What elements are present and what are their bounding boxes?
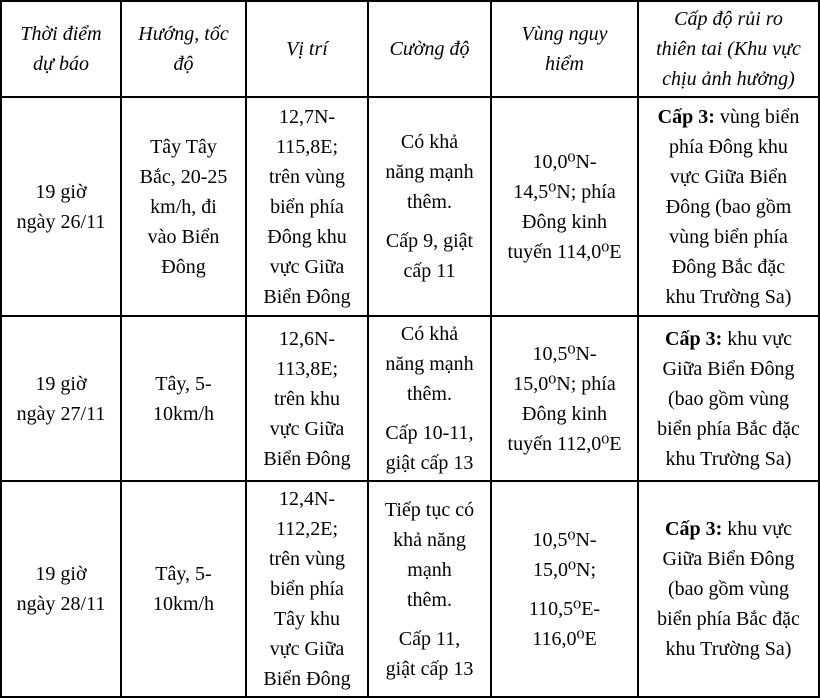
cell-intensity: Có khả năng mạnh thêm. Cấp 9, giật cấp 1… — [367, 96, 492, 317]
header-text: Hướng, tốc độ — [138, 23, 229, 75]
cell-danger-zone: 10,0⁰N- 14,5⁰N; phía Đông kinh tuyến 114… — [490, 96, 639, 317]
cell-forecast-time: 19 giờ ngày 27/11 — [0, 315, 122, 482]
risk-level-detail: khu vực Giữa Biển Đông (bao gồm vùng biể… — [657, 518, 800, 660]
cell-position: 12,6N- 113,8E; trên khu vực Giữa Biển Đô… — [245, 315, 369, 482]
intensity-level-text: Cấp 11, giật cấp 13 — [385, 627, 474, 680]
danger-zone-lon-text: 110,5⁰E- 116,0⁰E — [528, 597, 601, 650]
cell-direction-speed: Tây, 5- 10km/h — [120, 480, 247, 698]
position-text: 12,4N- 112,2E; trên vùng biển phía Tây k… — [263, 488, 351, 690]
intensity-level-text: Cấp 9, giật cấp 11 — [385, 230, 474, 282]
cell-direction-speed: Tây, 5- 10km/h — [120, 315, 247, 482]
direction-speed-text: Tây, 5- 10km/h — [152, 563, 215, 615]
col-header-intensity: Cường độ — [367, 0, 492, 98]
cell-forecast-time: 19 giờ ngày 26/11 — [0, 96, 122, 317]
direction-speed-text: Tây Tây Bắc, 20-25 km/h, đi vào Biển Đôn… — [139, 135, 228, 278]
risk-level-text: Cấp 3: khu vực Giữa Biển Đông (bao gồm v… — [645, 324, 812, 474]
intensity-trend-text: Tiếp tục có khả năng mạnh thêm. — [384, 498, 475, 611]
header-text: Vùng nguy hiểm — [521, 23, 608, 75]
risk-level-text: Cấp 3: vùng biển phía Đông khu vực Giữa … — [645, 102, 812, 312]
cell-position: 12,7N- 115,8E; trên vùng biển phía Đông … — [245, 96, 369, 317]
cell-intensity: Tiếp tục có khả năng mạnh thêm. Cấp 11, … — [367, 480, 492, 698]
risk-level-detail: khu vực Giữa Biển Đông (bao gồm vùng biể… — [657, 327, 800, 470]
col-header-forecast-time: Thời điểm dự báo — [0, 0, 122, 98]
col-header-risk-level: Cấp độ rủi ro thiên tai (Khu vực chịu ản… — [637, 0, 820, 98]
forecast-row-27-11: 19 giờ ngày 27/11 Tây, 5- 10km/h 12,6N- … — [0, 315, 820, 482]
cell-direction-speed: Tây Tây Bắc, 20-25 km/h, đi vào Biển Đôn… — [120, 96, 247, 317]
cell-risk-level: Cấp 3: khu vực Giữa Biển Đông (bao gồm v… — [637, 480, 820, 698]
cell-forecast-time: 19 giờ ngày 28/11 — [0, 480, 122, 698]
cell-risk-level: Cấp 3: vùng biển phía Đông khu vực Giữa … — [637, 96, 820, 317]
forecast-time-text: 19 giờ ngày 27/11 — [16, 372, 106, 425]
intensity-trend-text: Có khả năng mạnh thêm. — [385, 131, 474, 213]
risk-level-detail: vùng biển phía Đông khu vực Giữa Biển Đô… — [665, 105, 800, 308]
col-header-danger-zone: Vùng nguy hiểm — [490, 0, 639, 98]
cell-position: 12,4N- 112,2E; trên vùng biển phía Tây k… — [245, 480, 369, 698]
danger-zone-text: 10,5⁰N- 15,0⁰N; phía Đông kinh tuyến 112… — [507, 342, 622, 455]
col-header-direction-speed: Hướng, tốc độ — [120, 0, 247, 98]
col-header-position: Vị trí — [245, 0, 369, 98]
header-text: Thời điểm dự báo — [20, 23, 102, 75]
forecast-row-28-11: 19 giờ ngày 28/11 Tây, 5- 10km/h 12,4N- … — [0, 480, 820, 698]
position-text: 12,7N- 115,8E; trên vùng biển phía Đông … — [263, 105, 351, 308]
header-row: Thời điểm dự báo Hướng, tốc độ Vị trí Cư… — [0, 0, 820, 98]
risk-level-text: Cấp 3: khu vực Giữa Biển Đông (bao gồm v… — [645, 514, 812, 664]
intensity-level-text: Cấp 10-11, giật cấp 13 — [385, 422, 474, 474]
cell-risk-level: Cấp 3: khu vực Giữa Biển Đông (bao gồm v… — [637, 315, 820, 482]
direction-speed-text: Tây, 5- 10km/h — [152, 372, 215, 425]
risk-level-label: Cấp 3: — [665, 518, 723, 540]
forecast-time-text: 19 giờ ngày 26/11 — [16, 180, 106, 233]
header-text: Cường độ — [389, 38, 470, 60]
risk-level-label: Cấp 3: — [665, 327, 723, 350]
forecast-time-text: 19 giờ ngày 28/11 — [16, 563, 106, 615]
position-text: 12,6N- 113,8E; trên khu vực Giữa Biển Đô… — [263, 327, 351, 470]
cell-intensity: Có khả năng mạnh thêm. Cấp 10-11, giật c… — [367, 315, 492, 482]
risk-level-label: Cấp 3: — [657, 105, 715, 128]
header-text: Vị trí — [286, 38, 328, 60]
cell-danger-zone: 10,5⁰N- 15,0⁰N; 110,5⁰E- 116,0⁰E — [490, 480, 639, 698]
cell-danger-zone: 10,5⁰N- 15,0⁰N; phía Đông kinh tuyến 112… — [490, 315, 639, 482]
header-text: Cấp độ rủi ro thiên tai (Khu vực chịu ản… — [656, 8, 801, 90]
forecast-row-26-11: 19 giờ ngày 26/11 Tây Tây Bắc, 20-25 km/… — [0, 96, 820, 317]
intensity-trend-text: Có khả năng mạnh thêm. — [385, 323, 474, 405]
danger-zone-text: 10,0⁰N- 14,5⁰N; phía Đông kinh tuyến 114… — [507, 150, 622, 263]
danger-zone-lat-text: 10,5⁰N- 15,0⁰N; — [532, 528, 597, 581]
